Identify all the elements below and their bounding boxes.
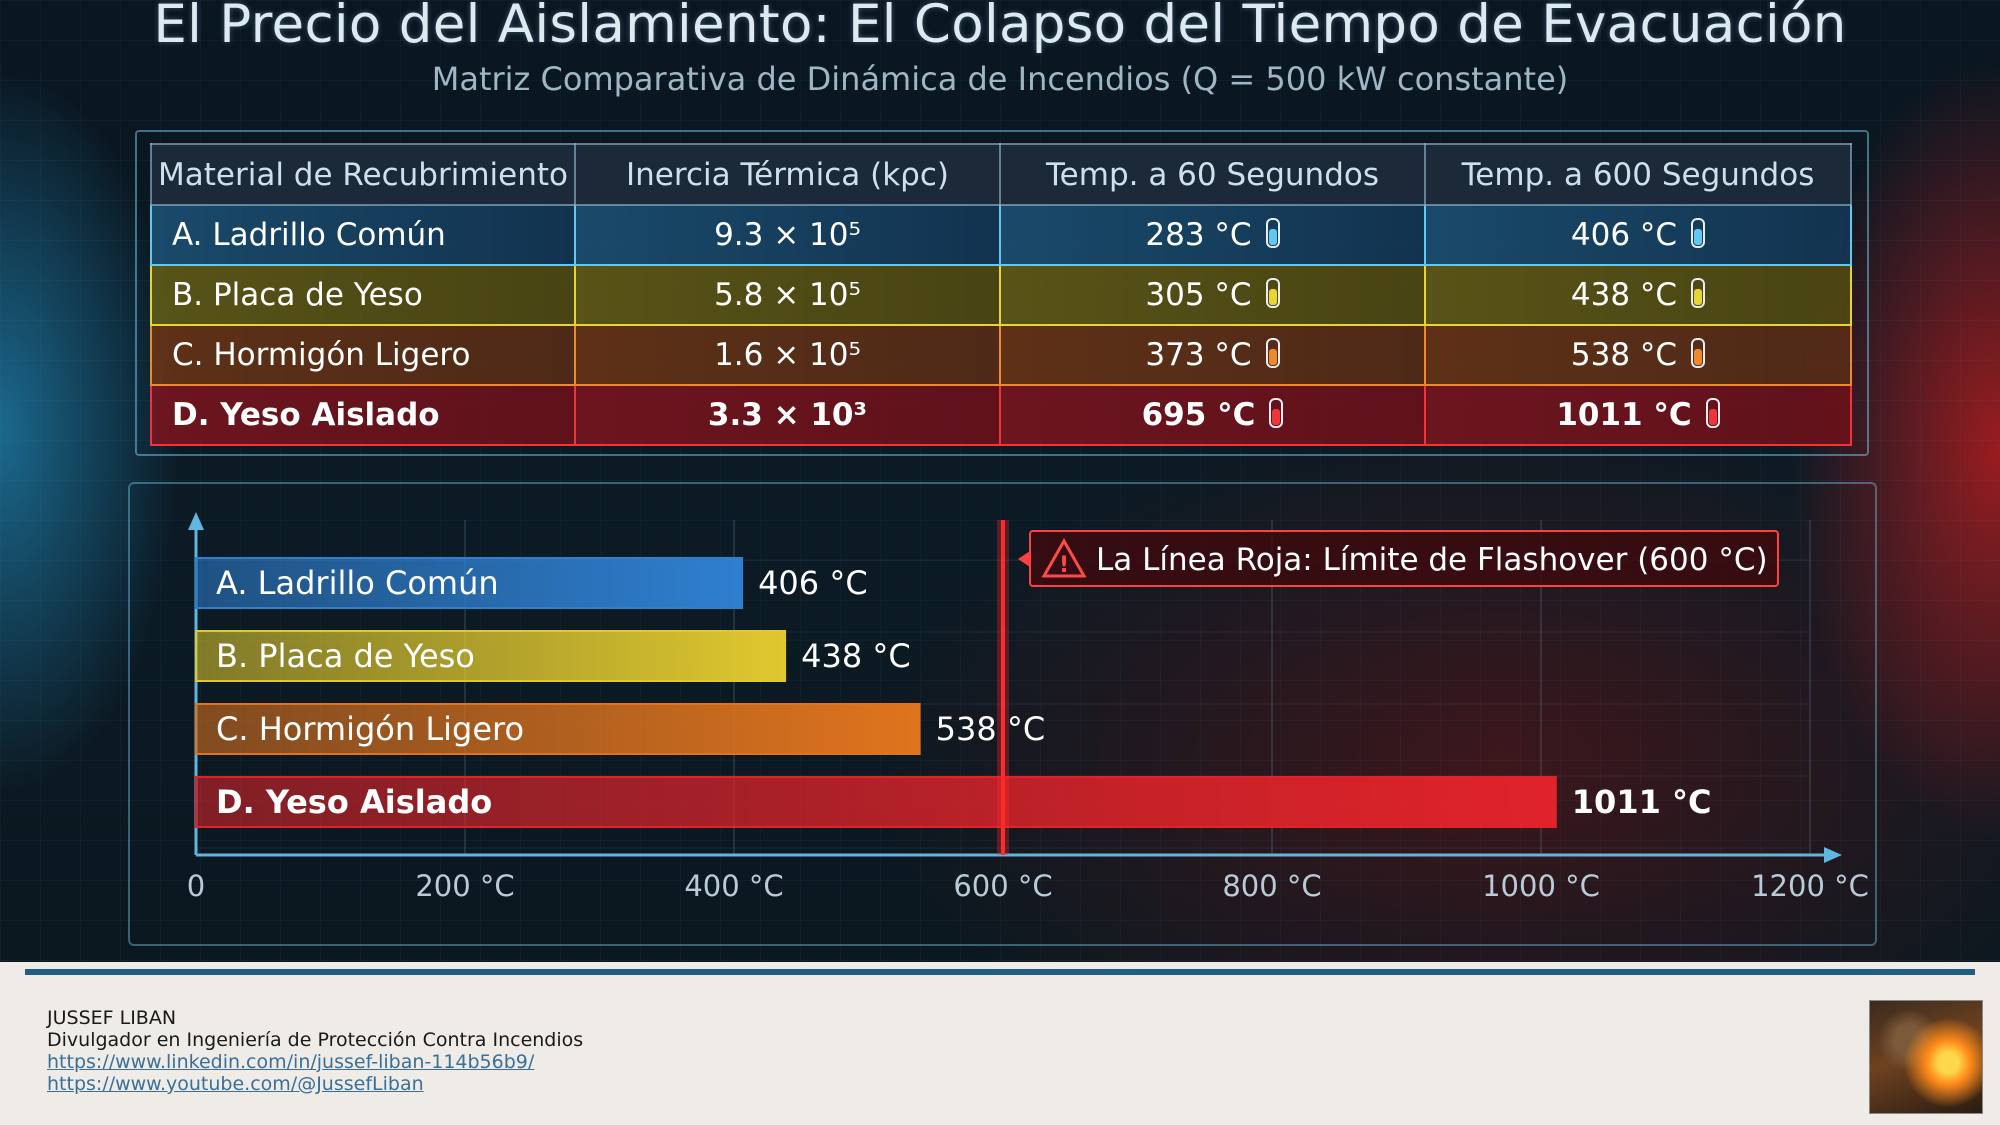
bar-chart: 0 200 °C 400 °C 600 °C 800 °C 1000 °C 1200 °C A… bbox=[187, 512, 1869, 903]
bar-category-label: B. Placa de Yeso bbox=[216, 637, 475, 675]
x-tick-label: 200 °C bbox=[415, 869, 514, 903]
table-header-row: Material de Recubrimiento Inercia Térmic… bbox=[150, 143, 1852, 206]
header-inercia: Inercia Térmica (kρc) bbox=[574, 143, 1001, 206]
table-frame bbox=[135, 130, 1869, 456]
warning-icon bbox=[1041, 537, 1087, 578]
bar bbox=[195, 557, 744, 609]
table-row: B. Placa de Yeso 5.8 × 10⁵ 305 °C 438 °C bbox=[150, 264, 1852, 326]
cell-inercia: 9.3 × 10⁵ bbox=[574, 204, 1001, 266]
warning-icon-mark: ! bbox=[1059, 553, 1069, 578]
cell-material: A. Ladrillo Común bbox=[150, 204, 576, 266]
thermometer-icon bbox=[1705, 398, 1720, 428]
cell-inercia: 3.3 × 10³ bbox=[574, 384, 1001, 446]
temp-value: 373 °C bbox=[1145, 337, 1252, 373]
x-tick-label: 1000 °C bbox=[1482, 869, 1600, 903]
thermometer-icon bbox=[1691, 338, 1706, 368]
bar-category-label: D. Yeso Aislado bbox=[216, 783, 492, 821]
x-tick-label: 600 °C bbox=[953, 869, 1052, 903]
header-temp-60: Temp. a 60 Segundos bbox=[999, 143, 1426, 206]
cell-temp-600: 538 °C bbox=[1424, 324, 1852, 386]
bar-category-label: C. Hormigón Ligero bbox=[216, 710, 524, 748]
y-axis-arrow bbox=[188, 512, 204, 530]
cell-material: D. Yeso Aislado bbox=[150, 384, 576, 446]
x-tick-label: 0 bbox=[187, 869, 205, 903]
header-material: Material de Recubrimiento bbox=[150, 143, 576, 206]
cell-temp-60: 305 °C bbox=[999, 264, 1426, 326]
x-tick-label: 400 °C bbox=[684, 869, 783, 903]
bar-category-label: A. Ladrillo Común bbox=[216, 564, 499, 602]
thermometer-icon bbox=[1265, 218, 1280, 248]
cell-material: B. Placa de Yeso bbox=[150, 264, 576, 326]
temp-value: 406 °C bbox=[1570, 217, 1678, 253]
cell-material: C. Hormigón Ligero bbox=[150, 324, 576, 386]
cell-temp-600: 1011 °C bbox=[1424, 384, 1852, 446]
footer-divider bbox=[25, 969, 1975, 975]
page-subtitle: Matriz Comparativa de Dinámica de Incend… bbox=[431, 60, 1569, 98]
temp-value: 695 °C bbox=[1141, 397, 1256, 433]
cell-temp-60: 373 °C bbox=[999, 324, 1426, 386]
bar bbox=[195, 703, 921, 755]
cell-temp-60: 283 °C bbox=[999, 204, 1426, 266]
bar-value-label: 438 °C bbox=[801, 637, 911, 675]
temp-value: 305 °C bbox=[1145, 277, 1252, 313]
bar-value-label: 406 °C bbox=[758, 564, 868, 602]
thermometer-icon bbox=[1269, 398, 1284, 428]
linkedin-link[interactable]: https://www.linkedin.com/in/jussef-liban… bbox=[47, 1051, 535, 1073]
thermometer-icon bbox=[1265, 338, 1280, 368]
youtube-link[interactable]: https://www.youtube.com/@JussefLiban bbox=[47, 1073, 424, 1095]
page-title: El Precio del Aislamiento: El Colapso de… bbox=[153, 0, 1847, 55]
x-tick-label: 800 °C bbox=[1222, 869, 1321, 903]
callout-pointer bbox=[1018, 551, 1030, 567]
bar-value-label: 538 °C bbox=[936, 710, 1046, 748]
x-axis-arrow bbox=[1824, 847, 1842, 863]
footer: JUSSEF LIBAN Divulgador en Ingeniería de… bbox=[47, 1007, 583, 1095]
cell-temp-600: 406 °C bbox=[1424, 204, 1852, 266]
temp-value: 538 °C bbox=[1570, 337, 1678, 373]
author-role: Divulgador en Ingeniería de Protección C… bbox=[47, 1029, 584, 1051]
table-row: D. Yeso Aislado 3.3 × 10³ 695 °C 1011 °C bbox=[150, 384, 1852, 446]
thermometer-icon bbox=[1691, 218, 1706, 248]
author-name: JUSSEF LIBAN bbox=[47, 1007, 177, 1029]
cell-inercia: 5.8 × 10⁵ bbox=[574, 264, 1001, 326]
cell-temp-600: 438 °C bbox=[1424, 264, 1852, 326]
table-row: A. Ladrillo Común 9.3 × 10⁵ 283 °C 406 °… bbox=[150, 204, 1852, 266]
table-row: C. Hormigón Ligero 1.6 × 10⁵ 373 °C 538 … bbox=[150, 324, 1852, 386]
bar bbox=[195, 630, 787, 682]
temp-value: 1011 °C bbox=[1556, 397, 1692, 433]
thermometer-icon bbox=[1691, 278, 1706, 308]
x-tick-label: 1200 °C bbox=[1751, 869, 1869, 903]
temp-value: 283 °C bbox=[1145, 217, 1252, 253]
chart-frame bbox=[128, 482, 1877, 946]
cell-inercia: 1.6 × 10⁵ bbox=[574, 324, 1001, 386]
header-temp-600: Temp. a 600 Segundos bbox=[1424, 143, 1852, 206]
thermometer-icon bbox=[1265, 278, 1280, 308]
infographic-panel: El Precio del Aislamiento: El Colapso de… bbox=[0, 0, 2000, 962]
author-photo bbox=[1869, 1000, 1983, 1114]
comparison-table: Material de Recubrimiento Inercia Térmic… bbox=[150, 143, 1852, 446]
flashover-callout-label: La Línea Roja: Límite de Flashover (600 … bbox=[1096, 542, 1768, 578]
bar bbox=[195, 776, 1557, 828]
cell-temp-60: 695 °C bbox=[999, 384, 1426, 446]
bar-value-label: 1011 °C bbox=[1572, 783, 1712, 821]
temp-value: 438 °C bbox=[1570, 277, 1678, 313]
